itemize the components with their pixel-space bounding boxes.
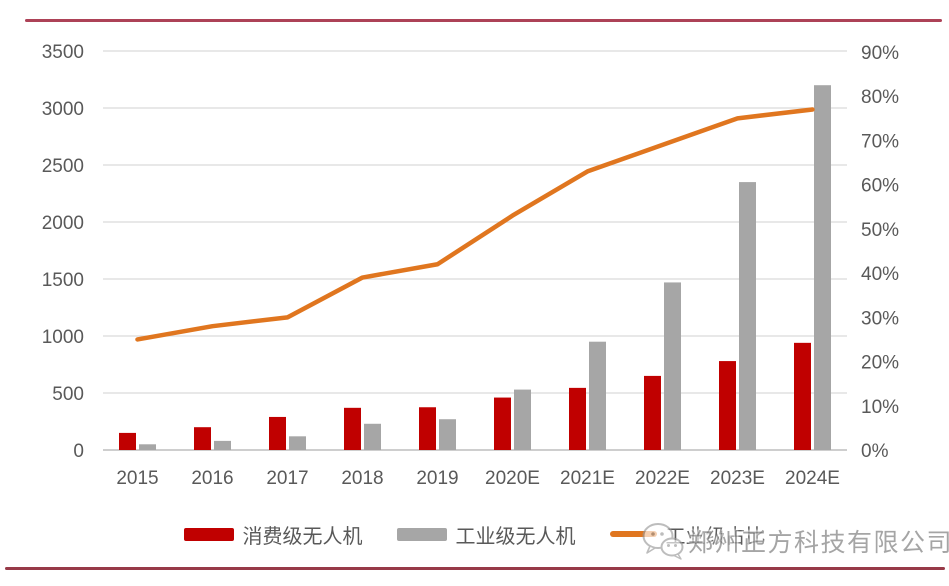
legend-swatch-share — [609, 531, 657, 537]
bar-industrial-2016 — [214, 440, 231, 450]
bar-consumer-2018 — [344, 407, 361, 450]
x-tick-2021E: 2021E — [560, 468, 615, 489]
legend-swatch-industrial — [396, 527, 447, 541]
top-rule — [25, 19, 942, 22]
bar-industrial-2024E — [814, 85, 831, 450]
right-tick-40%: 40% — [861, 264, 899, 285]
x-tick-2020E: 2020E — [485, 468, 540, 489]
left-tick-2000: 2000 — [42, 213, 84, 234]
legend-swatch-consumer — [183, 527, 234, 541]
x-tick-2018: 2018 — [341, 468, 383, 489]
x-tick-2023E: 2023E — [710, 468, 765, 489]
legend-label-share: 工业级占比 — [665, 525, 766, 548]
bar-consumer-2024E — [794, 342, 811, 450]
legend-item-industrial: 工业级无人机 — [396, 520, 576, 549]
right-tick-50%: 50% — [861, 220, 899, 241]
left-tick-2500: 2500 — [42, 156, 84, 177]
bar-industrial-2015 — [139, 444, 156, 450]
bar-industrial-2017 — [289, 436, 306, 450]
left-tick-1500: 1500 — [42, 270, 84, 291]
right-tick-10%: 10% — [861, 397, 899, 418]
bar-consumer-2015 — [119, 432, 136, 450]
bar-consumer-2017 — [269, 416, 286, 450]
left-tick-3500: 3500 — [42, 42, 84, 63]
legend-label-industrial: 工业级无人机 — [455, 525, 576, 548]
chart-legend: 消费级无人机 工业级无人机 工业级占比 — [0, 516, 949, 552]
line-share — [135, 107, 815, 342]
x-tick-2016: 2016 — [191, 468, 233, 489]
left-tick-1000: 1000 — [42, 327, 84, 348]
bar-consumer-2022E — [644, 375, 661, 450]
left-tick-500: 500 — [52, 384, 84, 405]
x-tick-2017: 2017 — [266, 468, 308, 489]
x-tick-2022E: 2022E — [635, 468, 690, 489]
bar-consumer-2021E — [569, 387, 586, 450]
x-tick-2019: 2019 — [416, 468, 458, 489]
legend-label-consumer: 消费级无人机 — [242, 525, 363, 548]
bottom-rule — [5, 567, 945, 570]
right-tick-90%: 90% — [861, 43, 899, 64]
bar-consumer-2019 — [419, 407, 436, 450]
right-tick-0%: 0% — [861, 441, 889, 462]
bar-industrial-2023E — [739, 182, 756, 450]
bar-industrial-2019 — [439, 419, 456, 450]
bar-consumer-2020E — [494, 397, 511, 450]
bar-industrial-2021E — [589, 341, 606, 450]
legend-item-share: 工业级占比 — [609, 520, 766, 549]
right-tick-70%: 70% — [861, 131, 899, 152]
bar-consumer-2016 — [194, 427, 211, 450]
bar-consumer-2023E — [719, 361, 736, 450]
left-tick-3000: 3000 — [42, 99, 84, 120]
bar-industrial-2020E — [514, 389, 531, 450]
bar-industrial-2018 — [364, 423, 381, 450]
x-tick-2015: 2015 — [116, 468, 158, 489]
bar-industrial-2022E — [664, 282, 681, 450]
right-tick-80%: 80% — [861, 87, 899, 108]
legend-item-consumer: 消费级无人机 — [183, 520, 363, 549]
left-tick-0: 0 — [73, 441, 84, 462]
right-tick-20%: 20% — [861, 353, 899, 374]
right-tick-30%: 30% — [861, 308, 899, 329]
x-tick-2024E: 2024E — [785, 468, 840, 489]
right-tick-60%: 60% — [861, 176, 899, 197]
